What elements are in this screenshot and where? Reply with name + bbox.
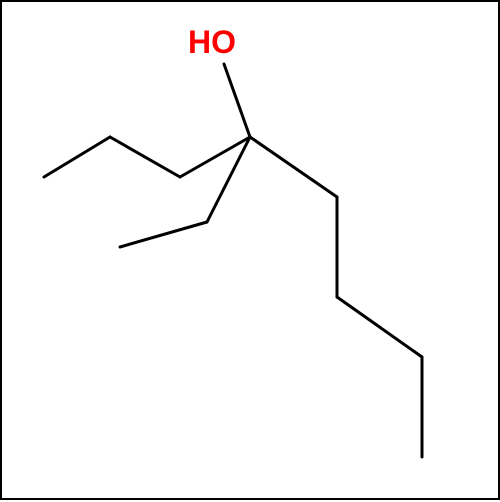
bond-butyl2-to-butyl3 [337, 297, 422, 357]
bond-ethyl1-to-ethyl2 [120, 222, 207, 247]
hydroxyl-label: HO [188, 24, 236, 61]
bond-lines [2, 2, 500, 502]
bond-C-to-butyl1 [250, 137, 337, 197]
bond-propyl1-to-propyl2 [110, 137, 180, 177]
structure-canvas: HO [0, 0, 500, 500]
bond-CH2-OH-to-C [224, 64, 250, 137]
bond-propyl2-to-propyl3 [44, 137, 110, 177]
